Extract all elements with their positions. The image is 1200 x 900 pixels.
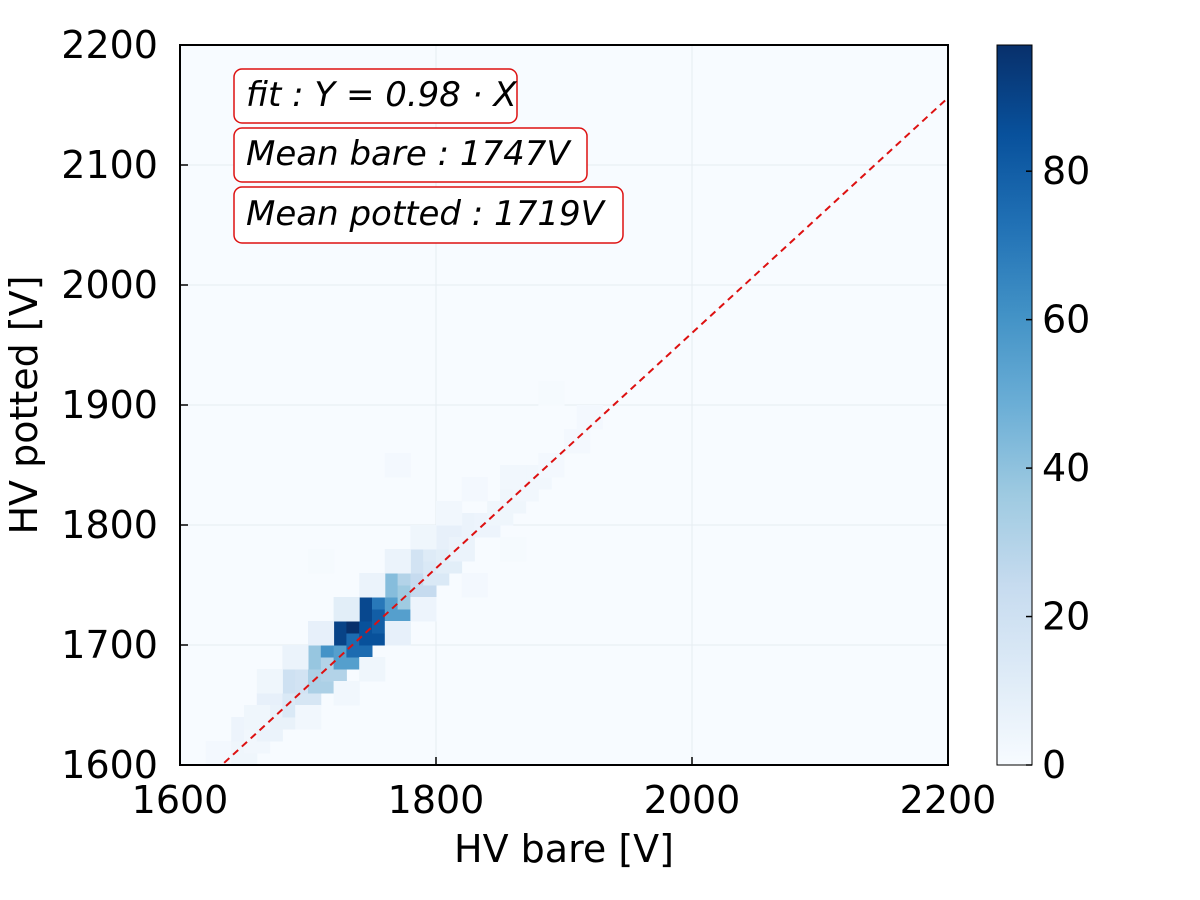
heatmap-bin (448, 537, 475, 562)
annotation-mean-bare-text: Mean bare : 1747V (246, 134, 572, 174)
heatmap-bin (500, 465, 527, 490)
colorbar (996, 44, 1033, 766)
x-tick-label: 2200 (900, 778, 997, 822)
y-tick-label: 2000 (61, 263, 158, 307)
y-axis-ticks: 1600 1700 1800 1900 2000 2100 2200 (61, 23, 188, 787)
colorbar-ticks: 0 20 40 60 80 (1026, 149, 1090, 787)
heatmap-bin (384, 621, 411, 646)
y-tick-label: 2100 (61, 143, 158, 187)
heatmap-bin (538, 453, 565, 478)
heatmap-bin (410, 525, 437, 550)
heatmap-bin (576, 405, 603, 430)
colorbar-tick-label: 40 (1042, 446, 1090, 490)
heatmap-bin (359, 657, 386, 682)
heatmap-bin (410, 597, 437, 622)
x-axis-label: HV bare [V] (454, 827, 674, 871)
heatmap-bin (384, 549, 411, 574)
heatmap-bin (359, 573, 386, 598)
y-tick-label: 1700 (61, 623, 158, 667)
heatmap-bin (295, 705, 322, 730)
annotation-fit-text: fit : Y = 0.98 · X (246, 75, 517, 115)
annotation-mean-bare: Mean bare : 1747V (233, 127, 588, 183)
heatmap-bin (500, 537, 527, 562)
x-axis-ticks: 1600 1800 2000 2200 (132, 757, 997, 822)
y-axis-label: HV potted [V] (2, 275, 46, 534)
x-tick-label: 2000 (644, 778, 741, 822)
y-tick-label: 1600 (61, 743, 158, 787)
heatmap-bin (205, 741, 232, 765)
heatmap-bin (461, 573, 488, 598)
annotation-mean-potted: Mean potted : 1719V (233, 186, 624, 244)
heatmap-bin (244, 705, 271, 730)
colorbar-tick-label: 0 (1042, 743, 1066, 787)
heatmap-bin (461, 477, 488, 502)
colorbar-tick-label: 60 (1042, 298, 1090, 342)
y-tick-label: 1900 (61, 383, 158, 427)
heatmap-bin (538, 381, 565, 406)
heatmap-bin (333, 681, 360, 706)
heatmap-bin (282, 645, 309, 670)
annotation-fit: fit : Y = 0.98 · X (233, 68, 518, 124)
heatmap-bin (564, 429, 591, 454)
fit-line (220, 97, 948, 765)
heatmap-bin (436, 501, 463, 526)
heatmap-bin (256, 669, 283, 694)
y-tick-label: 1800 (61, 503, 158, 547)
heatmap-bin (308, 621, 335, 646)
x-tick-label: 1600 (132, 778, 229, 822)
colorbar-tick-label: 20 (1042, 595, 1090, 639)
heatmap-bin (308, 549, 335, 574)
y-tick-label: 2200 (61, 23, 158, 67)
heatmap-bin (384, 453, 411, 478)
x-tick-label: 1800 (388, 778, 485, 822)
heatmap-bin (333, 597, 360, 622)
colorbar-tick-label: 80 (1042, 149, 1090, 193)
annotation-mean-potted-text: Mean potted : 1719V (246, 194, 607, 234)
